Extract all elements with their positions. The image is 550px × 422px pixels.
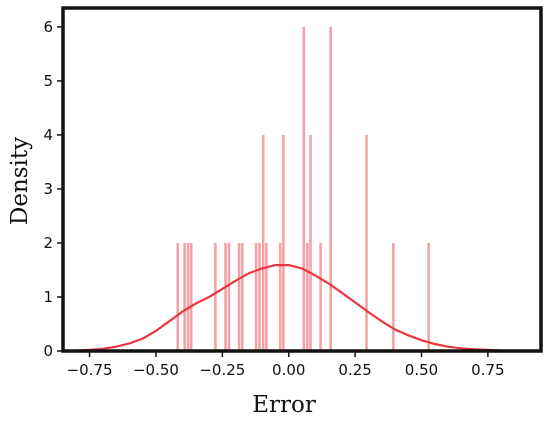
y-axis-title: Density	[7, 137, 33, 225]
histogram-bar	[261, 134, 265, 351]
histogram-bars	[176, 26, 430, 351]
x-tick-label: 0.25	[338, 361, 371, 379]
histogram-bar	[183, 242, 186, 351]
y-tick-label: 4	[43, 126, 53, 144]
histogram-bar	[309, 134, 312, 351]
y-tick-label: 3	[43, 180, 53, 198]
histogram-bar	[190, 242, 193, 351]
y-tick-label: 5	[43, 72, 53, 90]
histogram-bar	[237, 242, 241, 351]
histogram-bar	[186, 242, 190, 351]
histogram-bar	[265, 242, 268, 351]
y-tick-label: 0	[43, 342, 53, 360]
histogram-bar	[214, 242, 217, 351]
histogram-bar	[302, 26, 306, 351]
histogram-bar	[258, 242, 261, 351]
histogram-bar	[427, 242, 430, 351]
histogram-bar	[278, 242, 282, 351]
histogram-bar	[306, 242, 309, 351]
histogram-bar	[240, 242, 244, 351]
x-tick-label: 0.00	[272, 361, 305, 379]
histogram-bar	[282, 134, 285, 351]
histogram-bar	[319, 242, 322, 351]
histogram-bar	[176, 242, 179, 351]
histogram-bar	[254, 242, 258, 351]
x-tick-label: 0.75	[471, 361, 504, 379]
y-tick-label: 1	[43, 288, 53, 306]
x-axis-ticks: −0.75 −0.50 −0.25 0.00 0.25 0.50 0.75	[67, 351, 505, 379]
y-tick-label: 2	[43, 234, 53, 252]
histogram-bar	[392, 242, 395, 351]
y-axis-ticks: 0 1 2 3 4 5 6	[43, 18, 63, 360]
x-tick-label: −0.25	[199, 361, 245, 379]
x-tick-label: −0.75	[67, 361, 113, 379]
histogram-bar	[365, 134, 368, 351]
plot-frame	[61, 6, 543, 353]
histogram-bar	[227, 242, 231, 351]
x-axis-title: Error	[252, 392, 316, 418]
x-tick-label: −0.50	[133, 361, 179, 379]
histogram-bar	[224, 242, 227, 351]
histogram-bar	[329, 26, 332, 351]
y-tick-label: 6	[43, 18, 53, 36]
kde-curve	[62, 264, 541, 353]
x-tick-label: 0.50	[405, 361, 438, 379]
